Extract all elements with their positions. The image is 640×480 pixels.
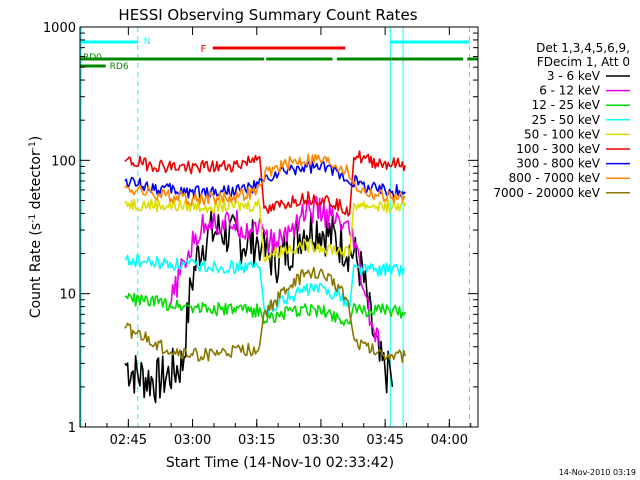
x-tick-label: 03:15: [238, 433, 275, 448]
y-axis: 1 10 100 1000: [43, 21, 478, 436]
series-line: [124, 198, 406, 263]
x-tick-label: 04:00: [431, 433, 468, 448]
legend-entry-label: 12 - 25 keV: [532, 98, 601, 112]
chart-title: HESSI Observing Summary Count Rates: [118, 6, 417, 24]
legend-header-1: Det 1,3,4,5,6,9,: [536, 41, 630, 55]
x-tick-label: 03:45: [366, 433, 403, 448]
series-line: [124, 150, 406, 217]
y-axis-label-part2: detector: [28, 150, 44, 214]
legend-entry-label: 25 - 50 keV: [532, 113, 601, 127]
series-line: [124, 292, 406, 327]
rd0-label: RD0: [83, 53, 102, 63]
legend: Det 1,3,4,5,6,9, FDecim 1, Att 0 3 - 6 k…: [493, 41, 630, 200]
x-axis: 02:45 03:00 03:15 03:30 03:45 04:00: [85, 27, 472, 448]
y-tick-label: 10: [59, 288, 76, 303]
y-tick-label: 100: [51, 154, 76, 169]
y-tick-label: 1: [68, 421, 76, 436]
footer-timestamp: 14-Nov-2010 03:19: [559, 468, 636, 477]
y-axis-label-part1: Count Rate (s: [28, 223, 44, 318]
x-axis-label: Start Time (14-Nov-10 02:33:42): [166, 455, 394, 471]
series-line: [124, 266, 406, 363]
legend-entry-label: 50 - 100 keV: [524, 127, 601, 141]
flare-label: F: [201, 44, 207, 55]
rd6-label: RD6: [110, 62, 129, 72]
legend-entry-label: 100 - 300 keV: [516, 142, 600, 156]
legend-entry-label: 7000 - 20000 keV: [493, 186, 600, 200]
y-axis-label-sup1: -1: [28, 214, 38, 223]
y-axis-label: Count Rate (s-1 detector-1): [28, 136, 44, 318]
plot-frame: [79, 26, 479, 428]
series-line: [124, 210, 394, 404]
night-label: N: [144, 37, 151, 47]
legend-entry-label: 6 - 12 keV: [539, 84, 601, 98]
legend-entry-label: 300 - 800 keV: [516, 157, 600, 171]
y-axis-label-sup2: -1: [28, 141, 38, 150]
legend-entry-label: 3 - 6 keV: [547, 69, 601, 83]
x-tick-label: 03:00: [174, 433, 211, 448]
y-axis-label-part3: ): [28, 136, 44, 141]
x-tick-label: 02:45: [110, 433, 147, 448]
plot-area: N F RD0 RD6: [80, 27, 478, 427]
y-tick-label: 1000: [43, 21, 76, 36]
series-line: [124, 153, 406, 206]
legend-entry-label: 800 - 7000 keV: [509, 171, 601, 185]
x-tick-label: 03:30: [302, 433, 339, 448]
legend-header-2: FDecim 1, Att 0: [537, 55, 630, 69]
